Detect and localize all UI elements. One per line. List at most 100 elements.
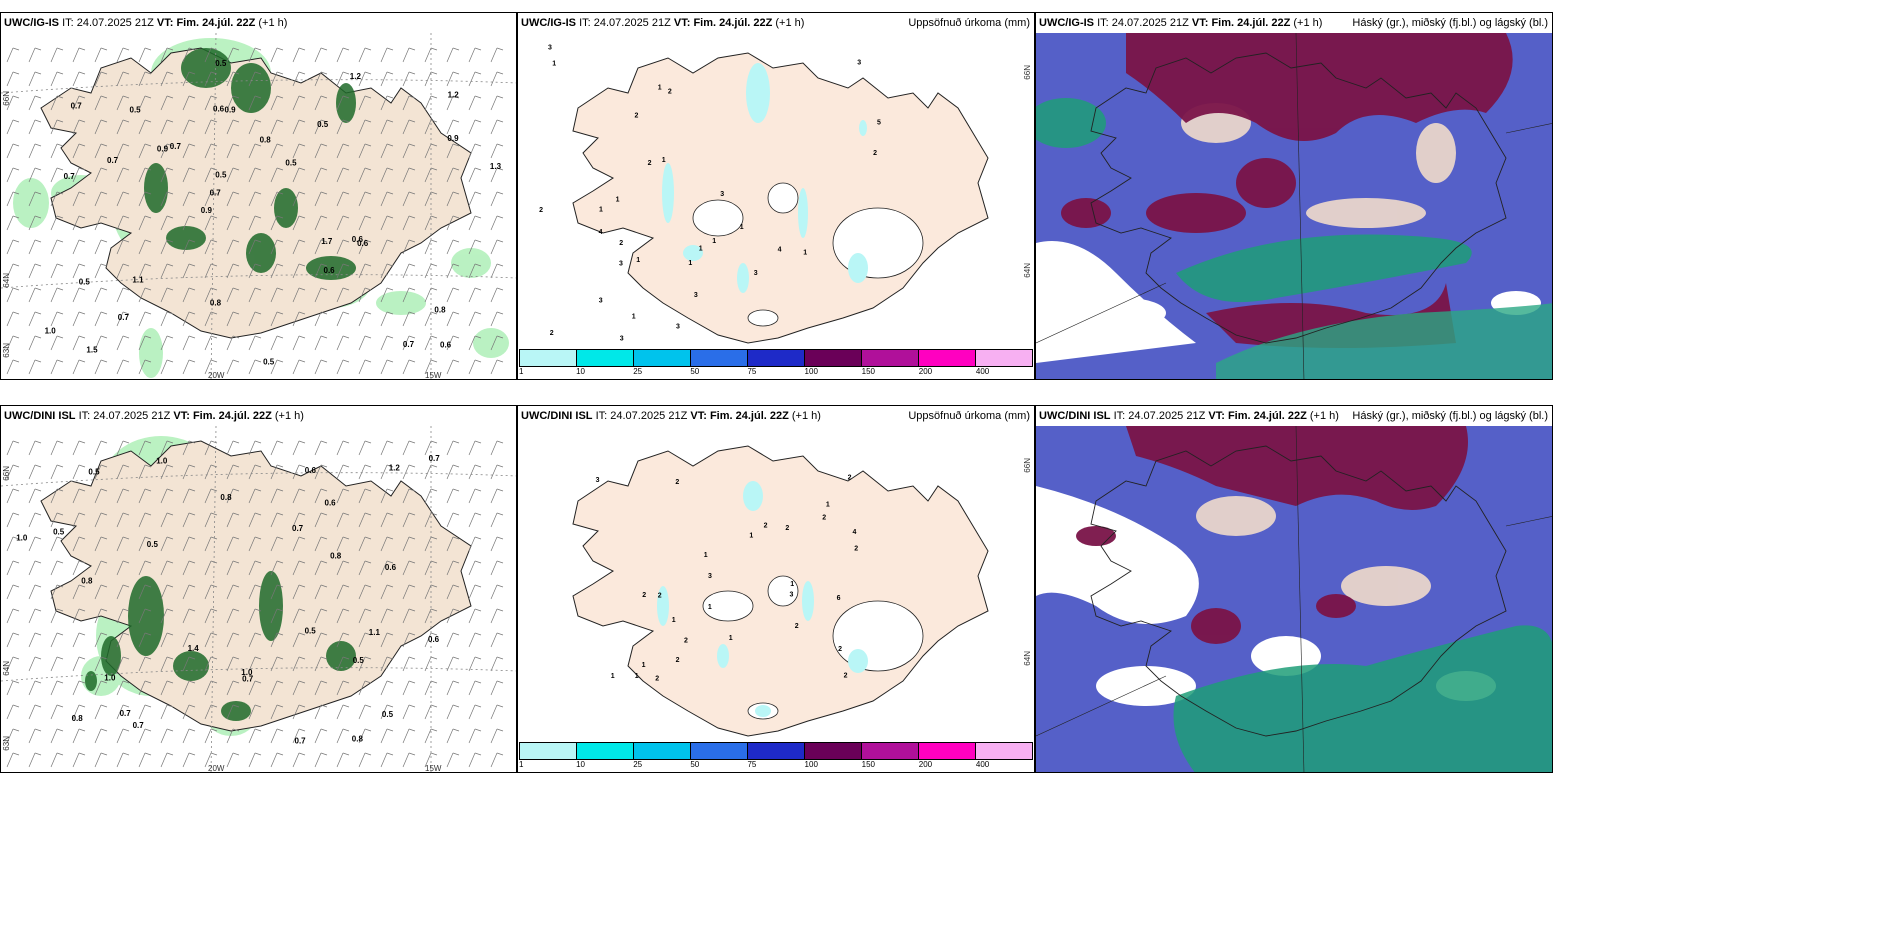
wind-barb xyxy=(226,359,240,375)
wind-barb xyxy=(292,656,306,672)
projection-lines xyxy=(1036,33,1552,379)
wind-barb xyxy=(116,95,130,111)
wind-barb xyxy=(248,512,262,528)
precip-value-label: 0.7 xyxy=(71,102,83,111)
wind-barb xyxy=(336,488,350,504)
map-cloud-top xyxy=(1036,33,1552,379)
wind-barb xyxy=(50,680,64,696)
wind-barb xyxy=(6,263,20,279)
wind-barb xyxy=(446,167,460,183)
wind-barb xyxy=(204,536,218,552)
precip-value-label: 0.5 xyxy=(285,159,297,168)
wind-barb xyxy=(226,464,240,480)
wind-barb xyxy=(490,608,504,624)
wind-barb xyxy=(292,119,306,135)
wind-barb xyxy=(94,359,108,375)
wind-barb xyxy=(402,143,416,159)
legend-tick-label: 25 xyxy=(633,760,643,769)
wind-barb xyxy=(292,215,306,231)
precip-value-label: 2 xyxy=(539,207,543,214)
wind-barb xyxy=(270,752,284,768)
wind-barb xyxy=(28,95,42,111)
wind-barb xyxy=(380,191,394,207)
legend-tick-label: 50 xyxy=(690,760,700,769)
wind-barb xyxy=(292,488,306,504)
wind-barb xyxy=(28,287,42,303)
wind-barb xyxy=(116,359,130,375)
wind-barb xyxy=(358,728,372,744)
wind-barb xyxy=(490,119,504,135)
wind-barb xyxy=(424,95,438,111)
precip-value-label: 0.6 xyxy=(385,563,397,572)
wind-barb xyxy=(182,512,196,528)
wind-barb xyxy=(468,311,482,327)
wind-barb xyxy=(226,584,240,600)
wind-barb xyxy=(490,287,504,303)
wind-barb xyxy=(28,608,42,624)
legend-tick-label: 75 xyxy=(747,760,757,769)
wind-barb xyxy=(358,287,372,303)
wind-barb xyxy=(248,287,262,303)
wind-barb xyxy=(248,191,262,207)
wind-barb xyxy=(160,584,174,600)
wind-barb xyxy=(424,239,438,255)
legend-swatch xyxy=(748,350,805,366)
wind-barb xyxy=(292,263,306,279)
wind-barb xyxy=(116,143,130,159)
wind-barb xyxy=(424,359,438,375)
wind-barb xyxy=(446,752,460,768)
wind-barb xyxy=(138,560,152,576)
wind-barb xyxy=(468,215,482,231)
wind-barb xyxy=(28,488,42,504)
wind-barb xyxy=(402,464,416,480)
precip-value-label: 1 xyxy=(803,249,807,256)
precip-value-label: 2 xyxy=(642,592,646,599)
legend-tick-label: 200 xyxy=(918,760,933,769)
wind-barb xyxy=(270,584,284,600)
wind-barb xyxy=(314,335,328,351)
wind-barb xyxy=(248,488,262,504)
wind-barb xyxy=(94,608,108,624)
wind-barb xyxy=(402,335,416,351)
map-wind-precip-top: 0.60.71.20.90.51.50.60.80.50.71.00.70.90… xyxy=(1,33,516,379)
panel-wind-precip-top: 0.6 0.7 1.2 0.9 0.5 1.5 0.6 0.8 0.5 0.7 1.0 0.7 0.9 0… xyxy=(0,12,517,380)
wind-barb xyxy=(314,608,328,624)
wind-barb xyxy=(226,215,240,231)
precip-value-label: 2 xyxy=(844,673,848,680)
precip-value-label: 2 xyxy=(619,240,623,247)
wind-barb xyxy=(160,440,174,456)
wind-barb xyxy=(6,239,20,255)
wind-barb xyxy=(490,464,504,480)
wind-barb xyxy=(94,167,108,183)
precip-value-label: 0.6 xyxy=(325,499,337,508)
wind-barb xyxy=(314,143,328,159)
precip-value-label: 2 xyxy=(838,646,842,653)
legend-tick-label: 10 xyxy=(576,760,586,769)
wind-barb xyxy=(50,47,64,63)
wind-barb xyxy=(116,215,130,231)
precip-value-label: 2 xyxy=(675,479,679,486)
legend-ticks: 1 10 25 50 75 100 150 200 400 xyxy=(519,760,1033,770)
wind-barb xyxy=(28,239,42,255)
wind-barb xyxy=(94,287,108,303)
precip-value-label: 2 xyxy=(655,676,659,683)
wind-barb xyxy=(6,143,20,159)
wind-barb xyxy=(50,143,64,159)
precip-value-label: 2 xyxy=(684,637,688,644)
panel-cloud-top: UWC/IG-IS IT: 24.07.2025 21Z VT: Fim. 24… xyxy=(1035,12,1553,380)
precip-value-label: 1 xyxy=(635,673,639,680)
wind-barb xyxy=(402,560,416,576)
wind-barb xyxy=(6,95,20,111)
wind-barb xyxy=(182,95,196,111)
wind-barb xyxy=(72,704,86,720)
wind-barb xyxy=(468,680,482,696)
wind-barb xyxy=(182,584,196,600)
wind-barb xyxy=(336,632,350,648)
wind-barb xyxy=(6,287,20,303)
land-visible xyxy=(1196,496,1431,606)
precip-value-label: 0.8 xyxy=(330,551,342,560)
wind-barb xyxy=(226,95,240,111)
wind-barb xyxy=(94,752,108,768)
graticule xyxy=(1,426,516,772)
